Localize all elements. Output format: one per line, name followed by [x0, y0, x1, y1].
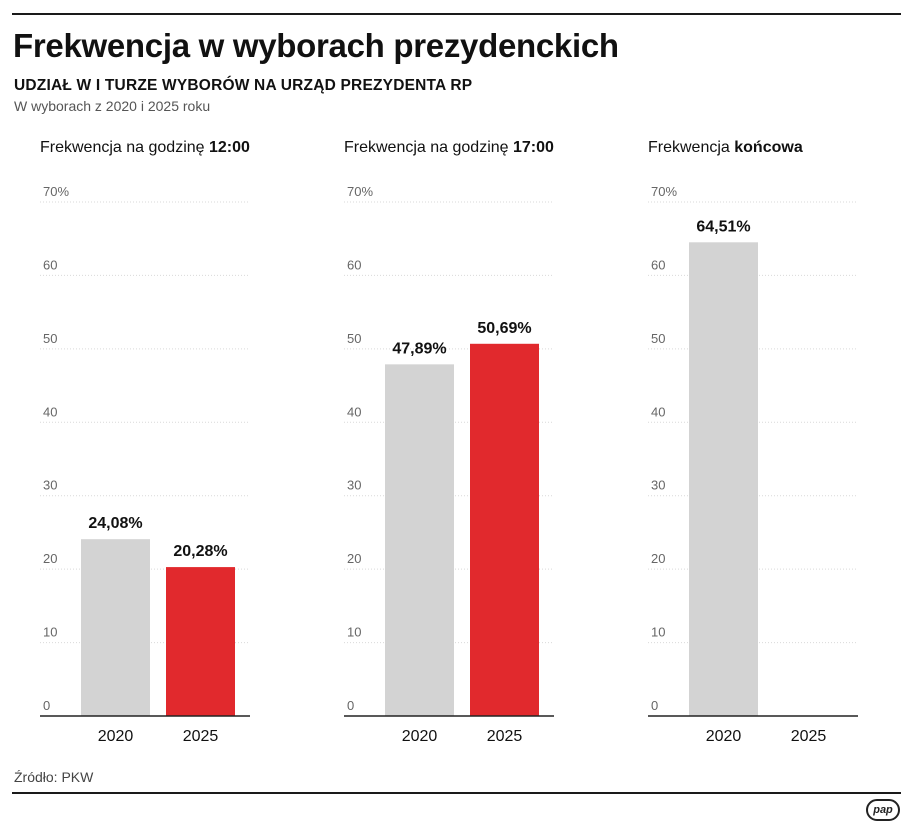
source-note: Źródło: PKW [14, 769, 94, 785]
bar-2020 [385, 364, 454, 716]
y-tick-label: 40 [347, 404, 361, 419]
bar-2020 [81, 539, 150, 716]
top-rule [12, 13, 901, 15]
y-tick-label: 50 [651, 331, 665, 346]
chart-title-prefix: Frekwencja na godzinę [40, 139, 209, 156]
x-category-label: 2020 [402, 728, 438, 745]
value-label: 24,08% [88, 515, 142, 532]
y-tick-label: 50 [347, 331, 361, 346]
y-tick-label: 30 [347, 478, 361, 493]
page-note: W wyborach z 2020 i 2025 roku [14, 98, 211, 114]
y-tick-label: 40 [43, 404, 57, 419]
y-tick-label: 10 [347, 625, 361, 640]
y-tick-label: 70% [347, 184, 373, 199]
y-tick-label: 70% [43, 184, 69, 199]
bar-2020 [689, 242, 758, 716]
x-category-label: 2025 [791, 728, 827, 745]
chart-title: Frekwencja na godzinę 12:00 [40, 139, 250, 156]
chart-title-prefix: Frekwencja [648, 139, 734, 156]
chart-title: Frekwencja na godzinę 17:00 [344, 139, 554, 156]
y-tick-label: 50 [43, 331, 57, 346]
y-tick-label: 10 [43, 625, 57, 640]
y-tick-label: 30 [651, 478, 665, 493]
y-tick-label: 40 [651, 404, 665, 419]
bottom-rule [12, 792, 901, 794]
page-subtitle: UDZIAŁ W I TURZE WYBORÓW NA URZĄD PREZYD… [14, 77, 473, 94]
chart-title-emphasis: końcowa [734, 139, 803, 156]
value-label: 50,69% [477, 320, 531, 337]
chart-title-prefix: Frekwencja na godzinę [344, 139, 513, 156]
y-tick-label: 20 [43, 551, 57, 566]
bar-2025 [470, 343, 539, 716]
y-tick-label: 20 [347, 551, 361, 566]
y-tick-label: 20 [651, 551, 665, 566]
y-tick-label: 10 [651, 625, 665, 640]
value-label: 64,51% [696, 218, 750, 235]
chart-title: Frekwencja końcowa [648, 139, 803, 156]
y-tick-label: 0 [43, 698, 50, 713]
x-category-label: 2025 [183, 728, 219, 745]
x-category-label: 2020 [98, 728, 134, 745]
pap-logo: pap [866, 799, 900, 821]
y-tick-label: 60 [43, 257, 57, 272]
page-title: Frekwencja w wyborach prezydenckich [13, 27, 619, 64]
y-tick-label: 60 [651, 257, 665, 272]
value-label: 20,28% [173, 543, 227, 560]
x-category-label: 2025 [487, 728, 523, 745]
y-tick-label: 0 [651, 698, 658, 713]
y-tick-label: 30 [43, 478, 57, 493]
x-category-label: 2020 [706, 728, 742, 745]
value-label: 47,89% [392, 340, 446, 357]
bar-2025 [166, 567, 235, 716]
chart-title-emphasis: 12:00 [209, 139, 250, 156]
y-tick-label: 70% [651, 184, 677, 199]
y-tick-label: 0 [347, 698, 354, 713]
y-tick-label: 60 [347, 257, 361, 272]
chart-title-emphasis: 17:00 [513, 139, 554, 156]
